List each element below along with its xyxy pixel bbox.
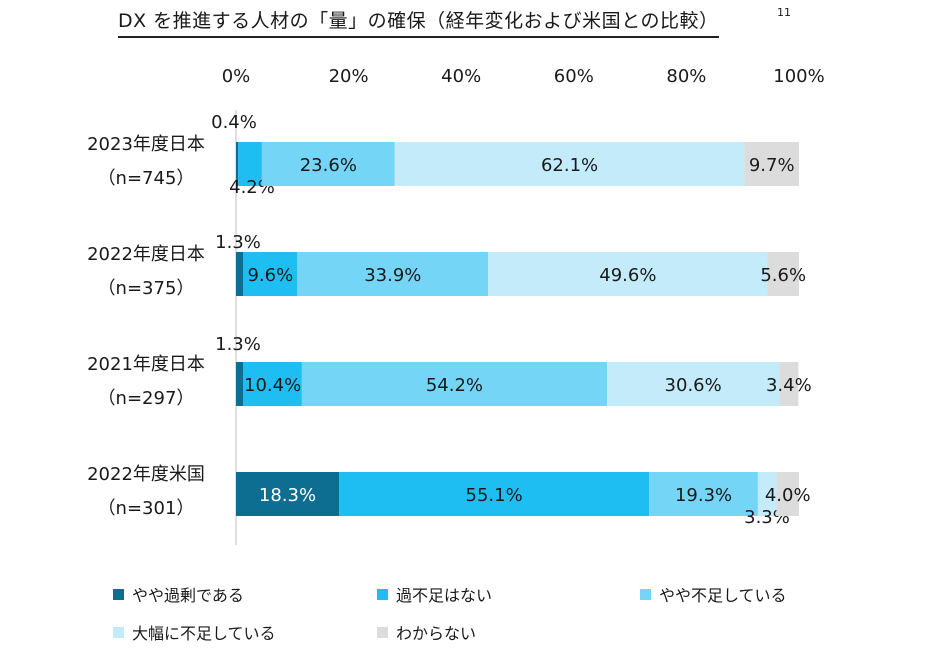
data-label: 1.3% — [215, 232, 261, 253]
category-sample-size: （n=745） — [97, 168, 195, 189]
data-label: 9.7% — [749, 155, 795, 176]
bar-segment — [767, 252, 799, 296]
data-label: 62.1% — [541, 155, 598, 176]
bar-segment — [744, 142, 799, 186]
bar-segment — [776, 472, 799, 516]
x-tick-label: 0% — [221, 66, 251, 87]
bar-segment — [779, 362, 799, 406]
category-name: 2022年度日本 — [87, 244, 205, 265]
data-label: 0.4% — [211, 112, 257, 133]
data-label: 9.6% — [247, 265, 293, 286]
data-label: 30.6% — [665, 375, 722, 396]
data-label: 18.3% — [259, 485, 316, 506]
category-name: 2022年度米国 — [87, 464, 205, 485]
legend-item: 大幅に不足している — [113, 620, 276, 644]
bar-segment — [243, 252, 298, 296]
chart-title: DX を推進する人材の「量」の確保（経年変化および米国との比較） — [118, 6, 719, 38]
data-label: 19.3% — [675, 485, 732, 506]
category-sample-size: （n=375） — [97, 278, 195, 299]
data-label: 3.4% — [766, 375, 812, 396]
category-name: 2021年度日本 — [87, 354, 205, 375]
bar-segment — [261, 142, 395, 186]
footnote-marker: 11 — [777, 6, 791, 19]
legend-swatch — [113, 588, 124, 600]
data-label: 1.3% — [215, 334, 261, 355]
data-label: 4.0% — [765, 485, 811, 506]
category-name: 2023年度日本 — [87, 134, 205, 155]
data-label: 10.4% — [244, 375, 301, 396]
x-tick-label: 20% — [328, 66, 369, 87]
bar-segment — [236, 252, 244, 296]
x-tick-label: 100% — [773, 66, 825, 87]
legend-label: 大幅に不足している — [132, 624, 276, 643]
bar-segment — [301, 362, 608, 406]
category-label: 2022年度米国 （n=301） — [46, 458, 246, 526]
legend-label: やや過剰である — [132, 586, 244, 605]
legend-item: やや不足している — [640, 582, 787, 606]
category-label: 2022年度日本 （n=375） — [46, 238, 246, 306]
bar-segment — [757, 472, 777, 516]
bar-segment — [339, 472, 650, 516]
legend-swatch — [377, 588, 388, 600]
legend-item: 過不足はない — [377, 582, 492, 606]
bar-segment — [394, 142, 745, 186]
category-label: 2021年度日本 （n=297） — [46, 348, 246, 416]
x-tick-label: 40% — [441, 66, 482, 87]
legend-item: わからない — [377, 620, 476, 644]
legend-swatch — [640, 588, 651, 600]
bar-segment — [236, 472, 340, 516]
bar-segment — [236, 142, 239, 186]
legend-item: やや過剰である — [113, 582, 244, 606]
legend-label: やや不足している — [659, 586, 787, 605]
x-tick-label: 60% — [553, 66, 594, 87]
bar-segment — [488, 252, 768, 296]
data-label: 54.2% — [426, 375, 483, 396]
legend-swatch — [113, 626, 124, 638]
data-label: 5.6% — [760, 265, 806, 286]
bar-segment — [236, 362, 244, 406]
data-label: 33.9% — [364, 265, 421, 286]
legend-label: わからない — [396, 624, 477, 643]
x-tick-label: 80% — [666, 66, 707, 87]
legend-swatch — [377, 626, 388, 638]
category-sample-size: （n=301） — [97, 498, 195, 519]
data-label: 55.1% — [466, 485, 523, 506]
bar-segment — [297, 252, 489, 296]
legend-label: 過不足はない — [396, 586, 493, 605]
bar-segment — [238, 142, 262, 186]
data-label: 23.6% — [300, 155, 357, 176]
category-label: 2023年度日本 （n=745） — [46, 128, 246, 196]
chart-title-wrap: DX を推進する人材の「量」の確保（経年変化および米国との比較） — [118, 6, 719, 40]
bar-segment — [649, 472, 758, 516]
category-sample-size: （n=297） — [97, 388, 195, 409]
bar-segment — [243, 362, 302, 406]
data-label: 49.6% — [599, 265, 656, 286]
bar-segment — [607, 362, 780, 406]
